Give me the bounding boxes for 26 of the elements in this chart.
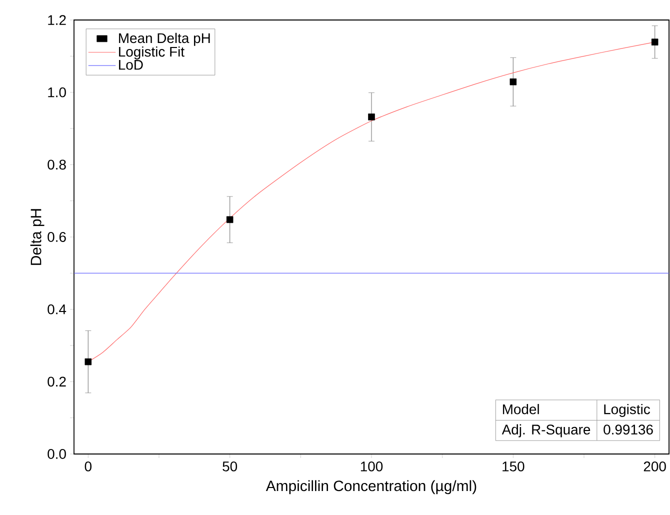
legend-label: Logistic Fit: [119, 46, 184, 60]
y-axis-title: Delta pH: [30, 209, 44, 265]
annotation: 0.99136: [604, 424, 653, 435]
point: [226, 216, 234, 224]
y-tick-label: 1.0: [48, 87, 66, 98]
y-tick-label: 0.4: [48, 304, 66, 314]
x-tick-label: 200: [644, 461, 666, 472]
point: [84, 358, 92, 366]
y-tick-label: 0.6: [48, 232, 66, 242]
x-tick-label: 100: [360, 461, 383, 472]
y-tick-label: 0.0: [48, 449, 66, 459]
x-tick-label: 50: [222, 461, 238, 472]
annotation: Adj. R-Square: [502, 424, 590, 438]
point: [368, 114, 375, 120]
annotation: Model: [502, 404, 539, 414]
legend-label: LoD: [119, 60, 143, 70]
x-tick-label: 150: [502, 461, 524, 472]
y-tick-label: 0.8: [48, 160, 66, 170]
legend-label: Mean Delta pH: [119, 32, 210, 46]
y-tick-label: 1.2: [48, 15, 66, 25]
point: [510, 78, 517, 86]
x-tick-label: 0: [84, 461, 92, 472]
y-tick-label: 0.2: [48, 376, 66, 387]
annotation: Logistic: [604, 404, 650, 417]
x-axis-title: Ampicillin Concentration (µg/ml): [266, 480, 476, 494]
point: [651, 38, 658, 46]
